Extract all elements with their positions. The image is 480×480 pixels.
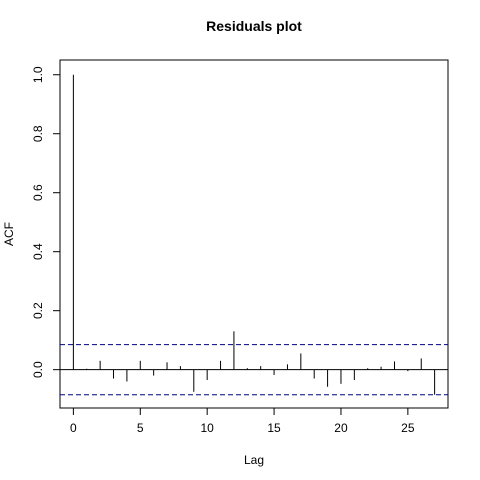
x-tick-label: 20 — [334, 421, 348, 435]
y-tick-label: 0.2 — [31, 302, 45, 319]
chart-title: Residuals plot — [206, 18, 302, 34]
y-tick-label: 0.8 — [31, 125, 45, 142]
plot-frame — [59, 59, 449, 409]
x-tick-label: 0 — [70, 421, 77, 435]
plot-area: 0 5 10 15 20 25 0.0 0.2 0.4 0.6 0.8 1.0 — [31, 59, 449, 435]
y-tick-label: 0.0 — [31, 361, 45, 378]
y-tick-label: 0.6 — [31, 184, 45, 201]
x-tick-label: 5 — [137, 421, 144, 435]
y-tick-label: 1.0 — [31, 66, 45, 83]
x-axis-label: Lag — [244, 453, 264, 467]
y-tick-label: 0.4 — [31, 243, 45, 260]
y-axis-label: ACF — [2, 222, 16, 246]
x-tick-label: 25 — [401, 421, 415, 435]
x-tick-label: 10 — [200, 421, 214, 435]
x-tick-label: 15 — [267, 421, 281, 435]
